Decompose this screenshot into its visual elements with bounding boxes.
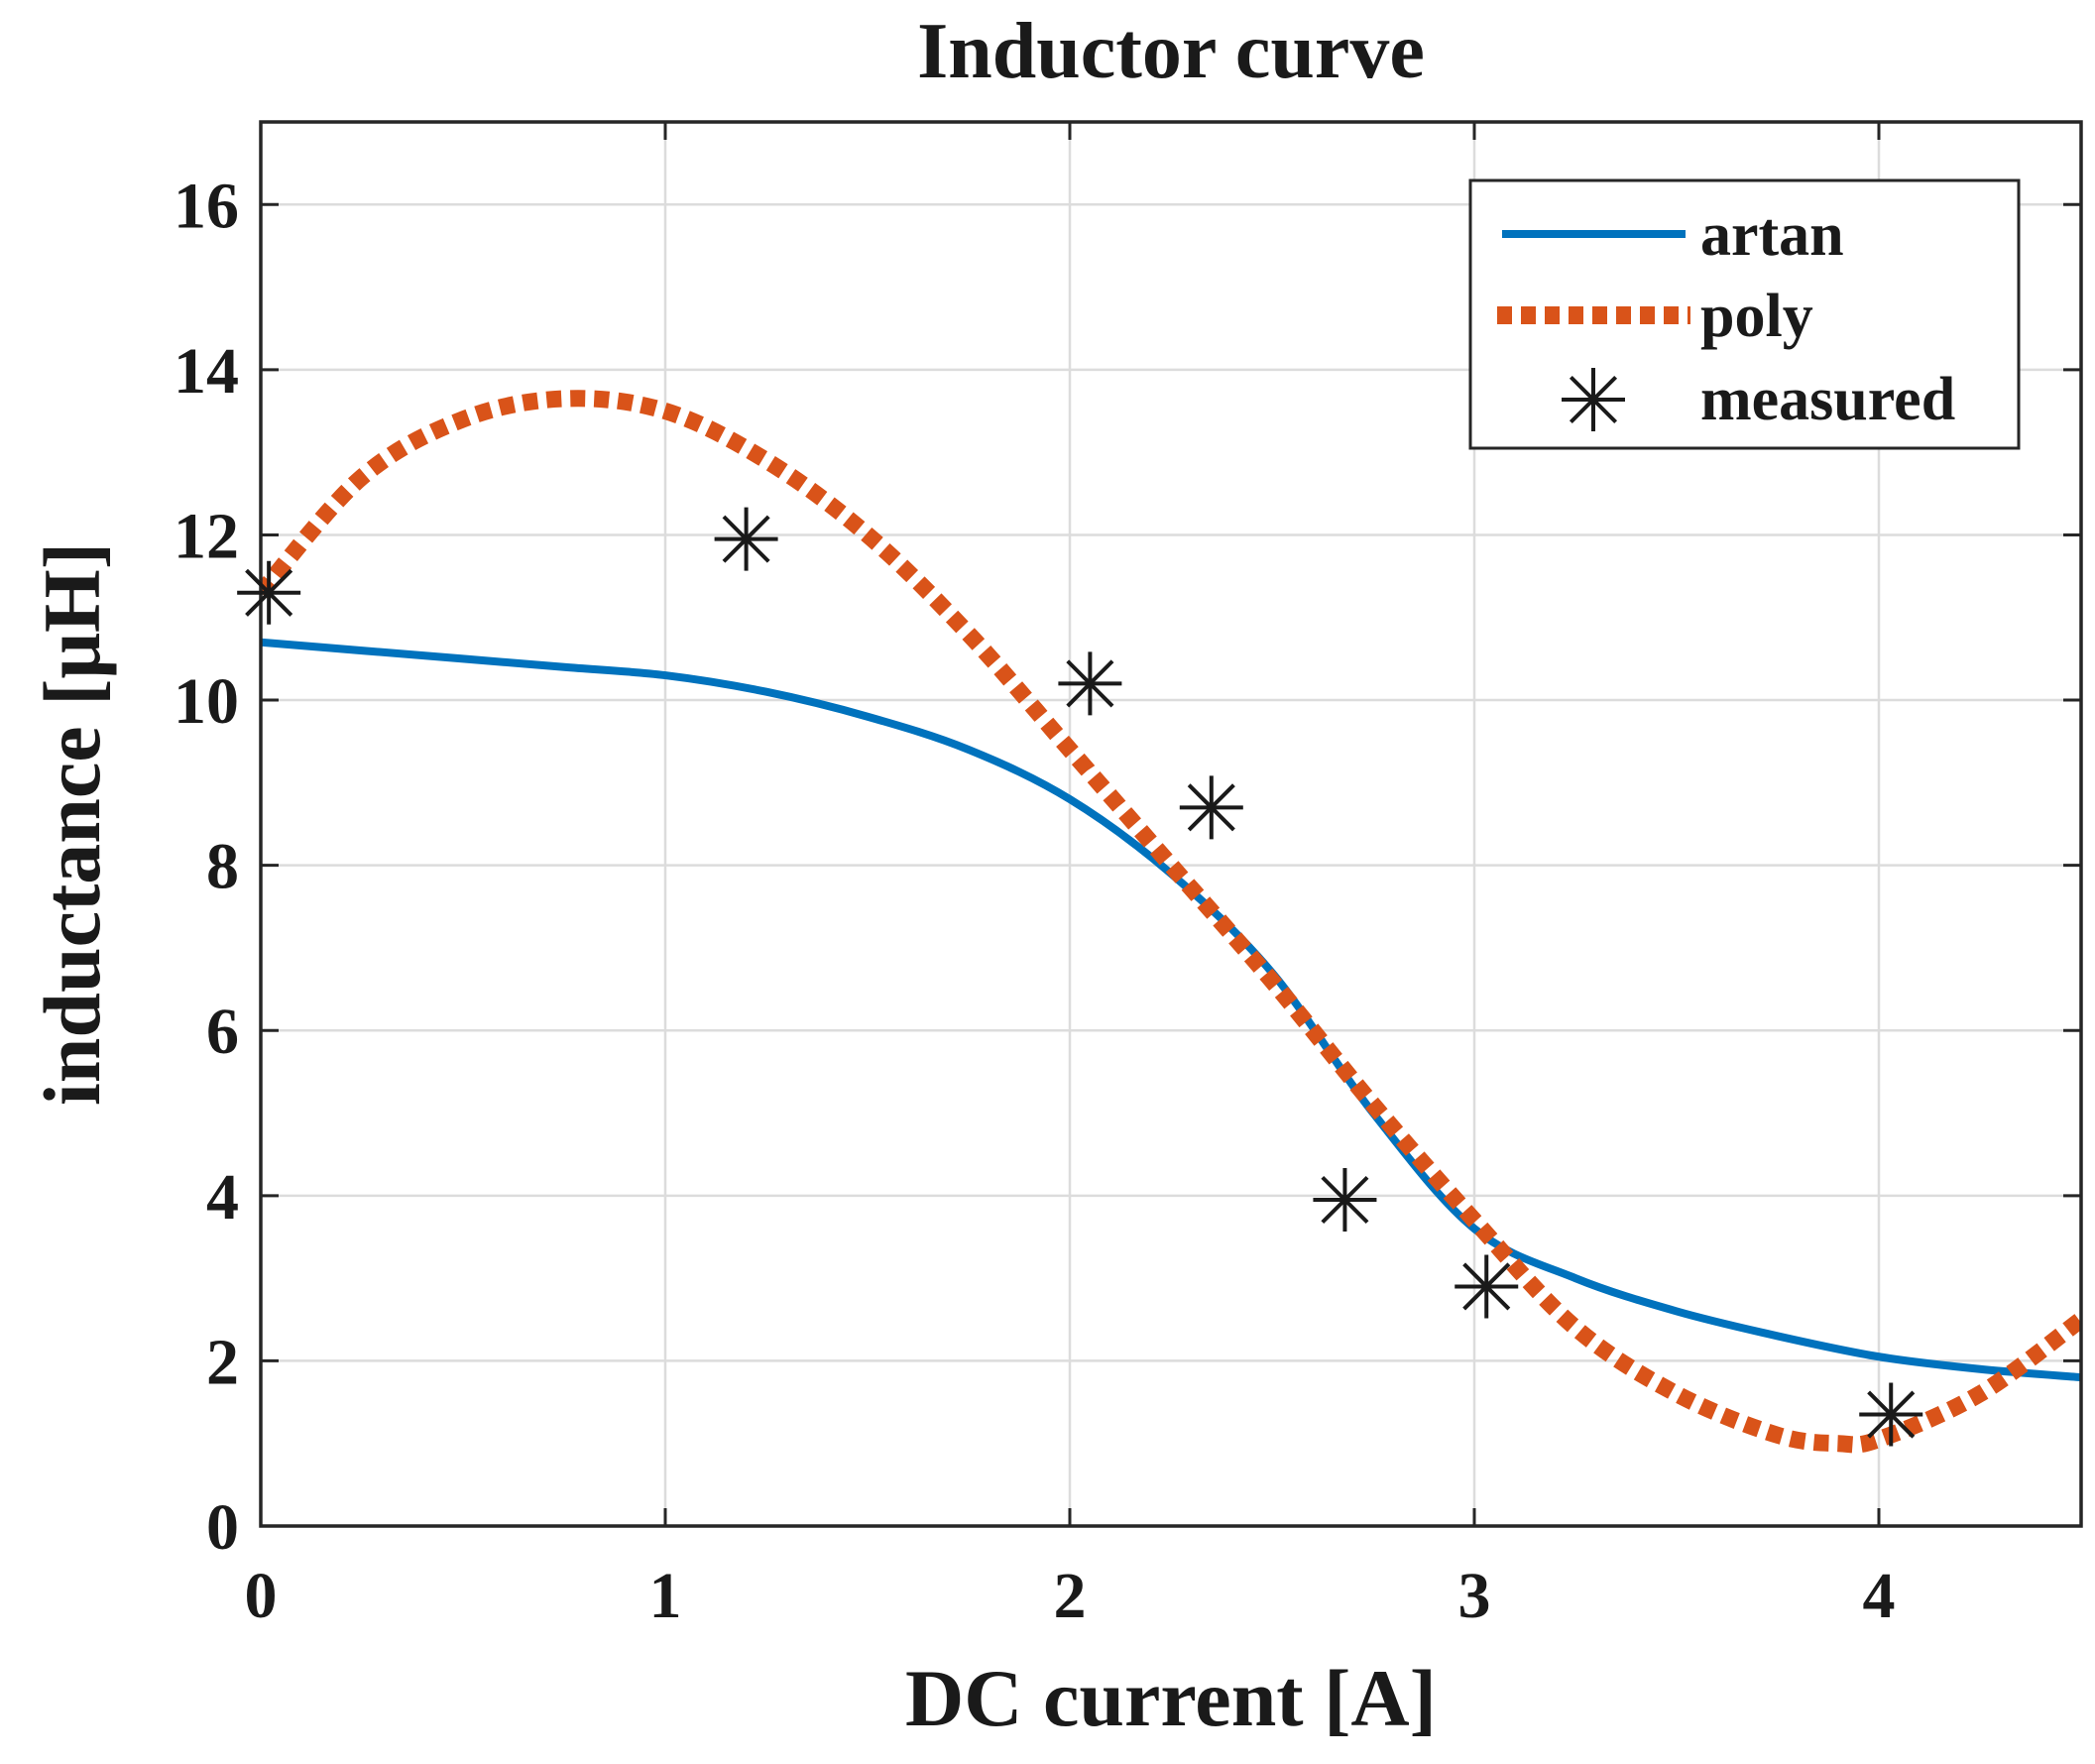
y-tick-label: 0 bbox=[206, 1491, 239, 1564]
y-axis-label: inductance [μH] bbox=[27, 542, 117, 1106]
asterisk-stroke bbox=[245, 568, 293, 617]
legend-measured-marker bbox=[1562, 368, 1625, 431]
measured-point bbox=[714, 507, 778, 571]
y-tick-label: 10 bbox=[174, 665, 239, 738]
measured-points bbox=[237, 507, 1923, 1447]
legend-poly-label: poly bbox=[1700, 283, 1813, 350]
y-tick-label: 6 bbox=[206, 996, 239, 1068]
y-tick-label: 2 bbox=[206, 1326, 239, 1398]
x-tick-label: 3 bbox=[1458, 1560, 1491, 1632]
x-tick-label: 1 bbox=[649, 1560, 682, 1632]
asterisk-stroke bbox=[1187, 783, 1235, 832]
x-tick-label: 2 bbox=[1054, 1560, 1087, 1632]
asterisk-stroke bbox=[1867, 1390, 1916, 1439]
chart-title: Inductor curve bbox=[917, 8, 1425, 95]
x-tick-label: 4 bbox=[1863, 1560, 1896, 1632]
x-tick-label: 0 bbox=[245, 1560, 278, 1632]
y-tick-label: 14 bbox=[174, 335, 239, 408]
measured-point bbox=[1313, 1167, 1377, 1232]
artan-line bbox=[261, 638, 2081, 1382]
x-axis-label: DC current [A] bbox=[905, 1653, 1437, 1743]
y-tick-label: 8 bbox=[206, 831, 239, 903]
legend-box bbox=[1468, 178, 2021, 450]
legend-asterisk bbox=[1562, 368, 1625, 431]
asterisk-stroke bbox=[1321, 1175, 1369, 1225]
asterisk-stroke bbox=[1569, 375, 1618, 424]
y-tick-label: 16 bbox=[174, 170, 239, 242]
y-tick-label: 4 bbox=[206, 1161, 239, 1234]
asterisk-stroke bbox=[1462, 1262, 1511, 1311]
grid bbox=[259, 122, 2081, 1528]
measured-point bbox=[1058, 651, 1122, 716]
plot-frame bbox=[259, 120, 2083, 1528]
asterisk-stroke bbox=[722, 515, 770, 563]
y-tick-label: 12 bbox=[174, 500, 239, 572]
measured-point bbox=[1179, 775, 1243, 840]
asterisk-stroke bbox=[1066, 659, 1114, 708]
measured-point bbox=[1859, 1382, 1923, 1447]
series-layer bbox=[261, 390, 2081, 1454]
legend: artan poly measured bbox=[1468, 178, 2021, 450]
poly-line bbox=[261, 390, 2081, 1454]
measured-point bbox=[237, 560, 301, 625]
measured-point bbox=[1455, 1254, 1519, 1319]
legend-measured-label: measured bbox=[1700, 366, 1955, 433]
legend-artan-label: artan bbox=[1700, 201, 1844, 269]
